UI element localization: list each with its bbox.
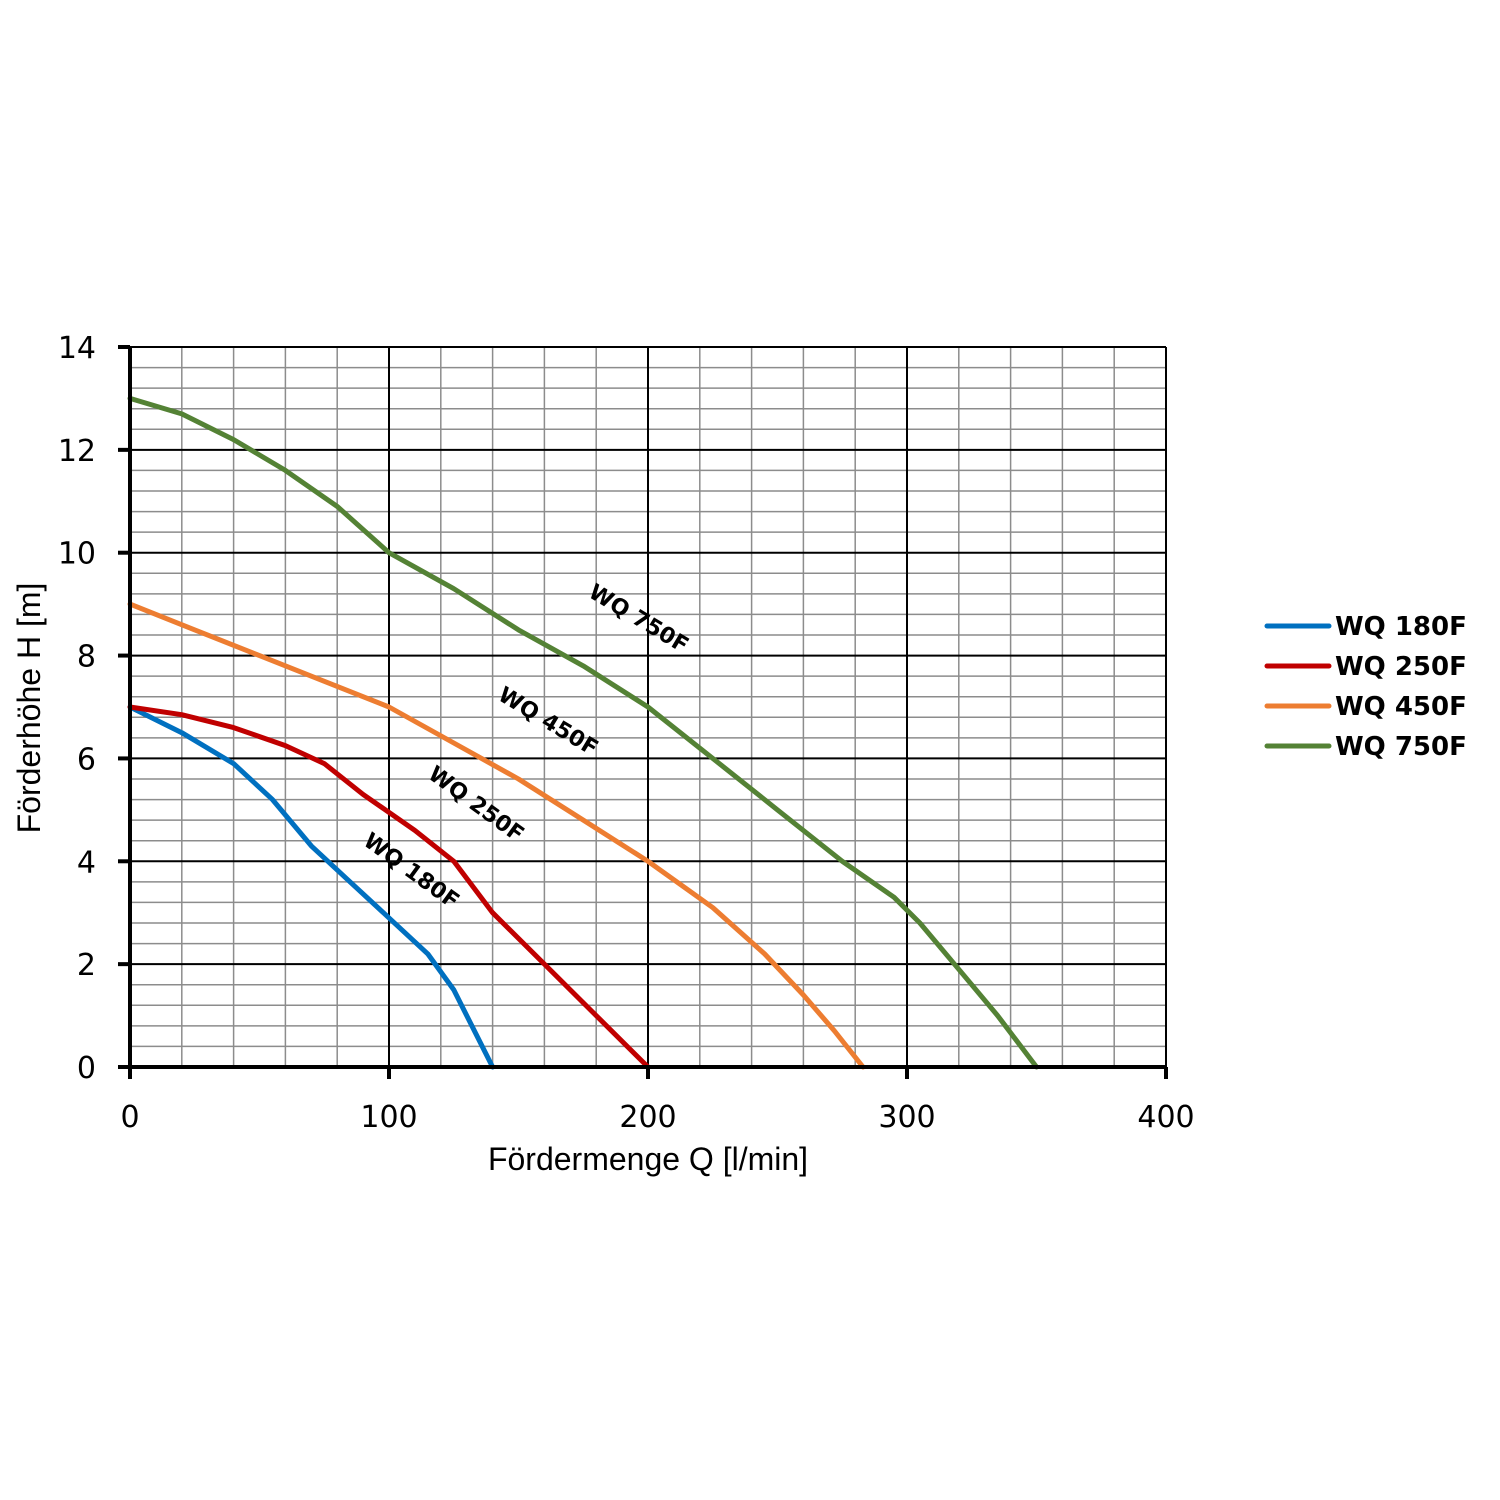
axes xyxy=(118,345,1168,1079)
series-line-wq-180f xyxy=(127,704,496,1070)
x-tick-label: 0 xyxy=(120,1100,139,1135)
x-axis-title: Fördermenge Q [l/min] xyxy=(488,1141,808,1177)
x-tick-labels: 0 100 200 300 400 xyxy=(120,1100,1194,1135)
series-lines xyxy=(127,395,1039,1070)
x-tick-label: 200 xyxy=(619,1100,676,1135)
y-tick-label: 12 xyxy=(58,434,96,469)
y-axis-title: Förderhöhe H [m] xyxy=(11,583,47,834)
legend-label: WQ 180F xyxy=(1335,612,1467,642)
y-tick-label: 4 xyxy=(77,845,96,880)
y-tick-label: 0 xyxy=(77,1051,96,1086)
legend-label: WQ 750F xyxy=(1335,732,1467,762)
x-tick-label: 100 xyxy=(360,1100,417,1135)
legend-label: WQ 450F xyxy=(1335,692,1467,722)
y-tick-label: 14 xyxy=(58,331,96,366)
y-tick-labels: 0 2 4 6 8 10 12 14 xyxy=(58,331,96,1086)
x-tick-label: 400 xyxy=(1137,1100,1194,1135)
series-line-wq-450f xyxy=(127,601,866,1070)
y-tick-label: 2 xyxy=(77,948,96,983)
x-tick-label: 300 xyxy=(878,1100,935,1135)
y-tick-label: 8 xyxy=(77,640,96,675)
legend-label: WQ 250F xyxy=(1335,652,1467,682)
series-line-wq-750f xyxy=(127,395,1039,1070)
legend: WQ 180F WQ 250F WQ 450F WQ 750F xyxy=(1264,612,1467,762)
series-line-wq-250f xyxy=(127,704,651,1070)
y-tick-label: 6 xyxy=(77,742,96,777)
y-tick-label: 10 xyxy=(58,537,96,572)
